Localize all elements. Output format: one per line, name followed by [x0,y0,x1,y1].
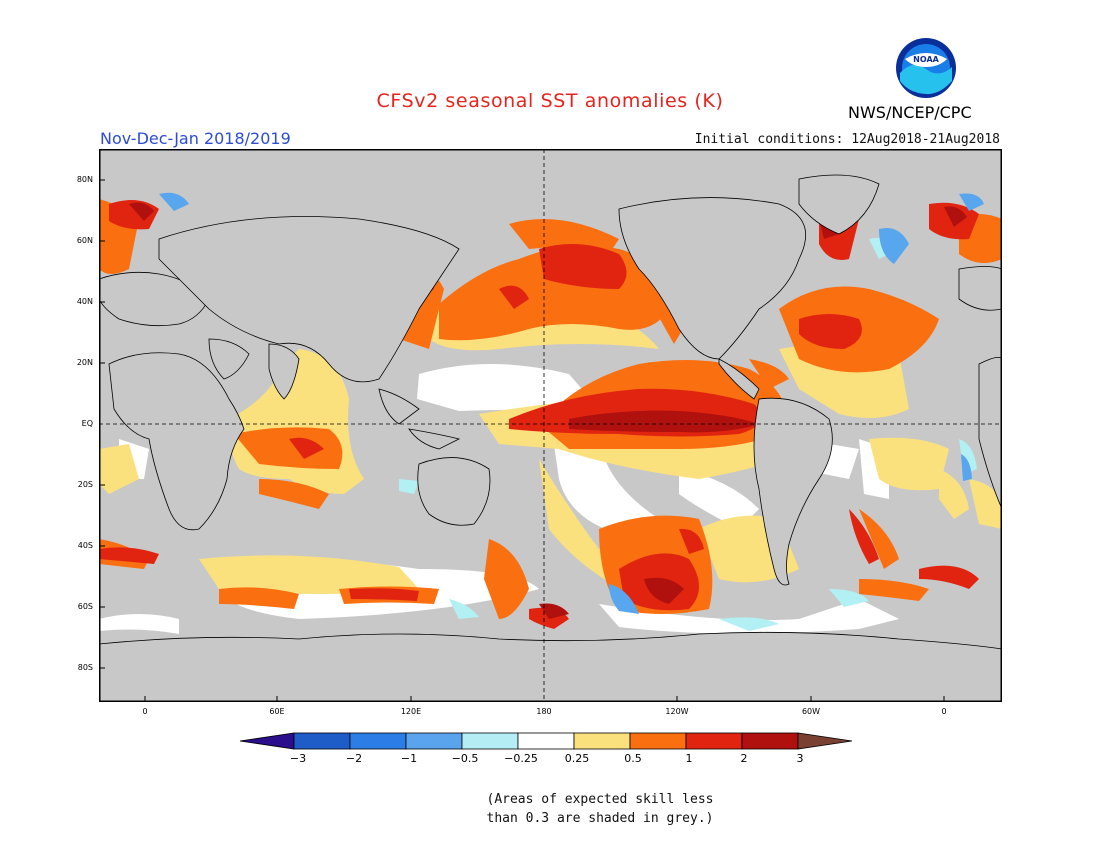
colorbar-label-neg0-5: −0.5 [451,752,479,765]
continents [99,174,1002,702]
colorbar-swatch-5 [517,732,575,750]
lon-label-60e: 60E [269,707,285,716]
colorbar-swatch-9 [741,732,799,750]
lat-label-60s: 60S [77,602,93,611]
lon-label-0: 0 [142,707,148,716]
lon-label-0-east: 0 [941,707,947,716]
colorbar-label-3: 3 [796,752,804,765]
logo-text: NOAA [913,55,939,64]
skill-note-line1: (Areas of expected skill less [486,792,714,807]
map-frame [99,149,1002,702]
colorbar-label-neg0-25: −0.25 [504,752,538,765]
lat-label-80n: 80N [76,175,93,184]
lon-label-120e: 120E [400,707,422,716]
lat-label-eq: EQ [81,419,93,428]
lat-label-80s: 80S [77,663,93,672]
anomaly-2-regions [129,202,967,619]
lon-label-180: 180 [536,707,552,716]
colorbar-swatch-7 [629,732,687,750]
lat-label-60n: 60N [76,236,93,245]
lat-label-20n: 20N [76,358,93,367]
colorbar-label-neg2: −2 [345,752,363,765]
lat-label-40s: 40S [77,541,93,550]
colorbar-swatch-below-neg3 [239,732,295,750]
colorbar-swatch-1 [293,732,351,750]
skill-note: (Areas of expected skill less than 0.3 a… [470,790,730,828]
colorbar-label-2: 2 [740,752,748,765]
chart-title: CFSv2 seasonal SST anomalies (K) [376,90,724,112]
colorbar-swatch-8 [685,732,743,750]
colorbar-swatch-3 [405,732,463,750]
sst-anomaly-map [99,149,1002,702]
colorbar-label-neg3: −3 [289,752,307,765]
noaa-logo: NOAA [896,38,956,98]
agency-label: NWS/NCEP/CPC [848,103,972,122]
color-scale-bar [239,732,853,750]
colorbar-swatch-4 [461,732,519,750]
lon-label-120w: 120W [665,707,689,716]
lat-label-20s: 20S [77,480,93,489]
lat-label-40n: 40N [76,297,93,306]
lon-label-60w: 60W [801,707,821,716]
season-label: Nov-Dec-Jan 2018/2019 [100,129,291,148]
colorbar-label-1: 1 [685,752,693,765]
colorbar-label-neg1: −1 [400,752,418,765]
colorbar-swatch-2 [349,732,407,750]
colorbar-label-0-5: 0.5 [624,752,642,765]
colorbar-swatch-above-3 [797,732,853,750]
colorbar-label-0-25: 0.25 [564,752,590,765]
colorbar-swatch-6 [573,732,631,750]
skill-note-line2: than 0.3 are shaded in grey.) [486,811,714,826]
initial-conditions-label: Initial conditions: 12Aug2018-21Aug2018 [694,132,1000,147]
